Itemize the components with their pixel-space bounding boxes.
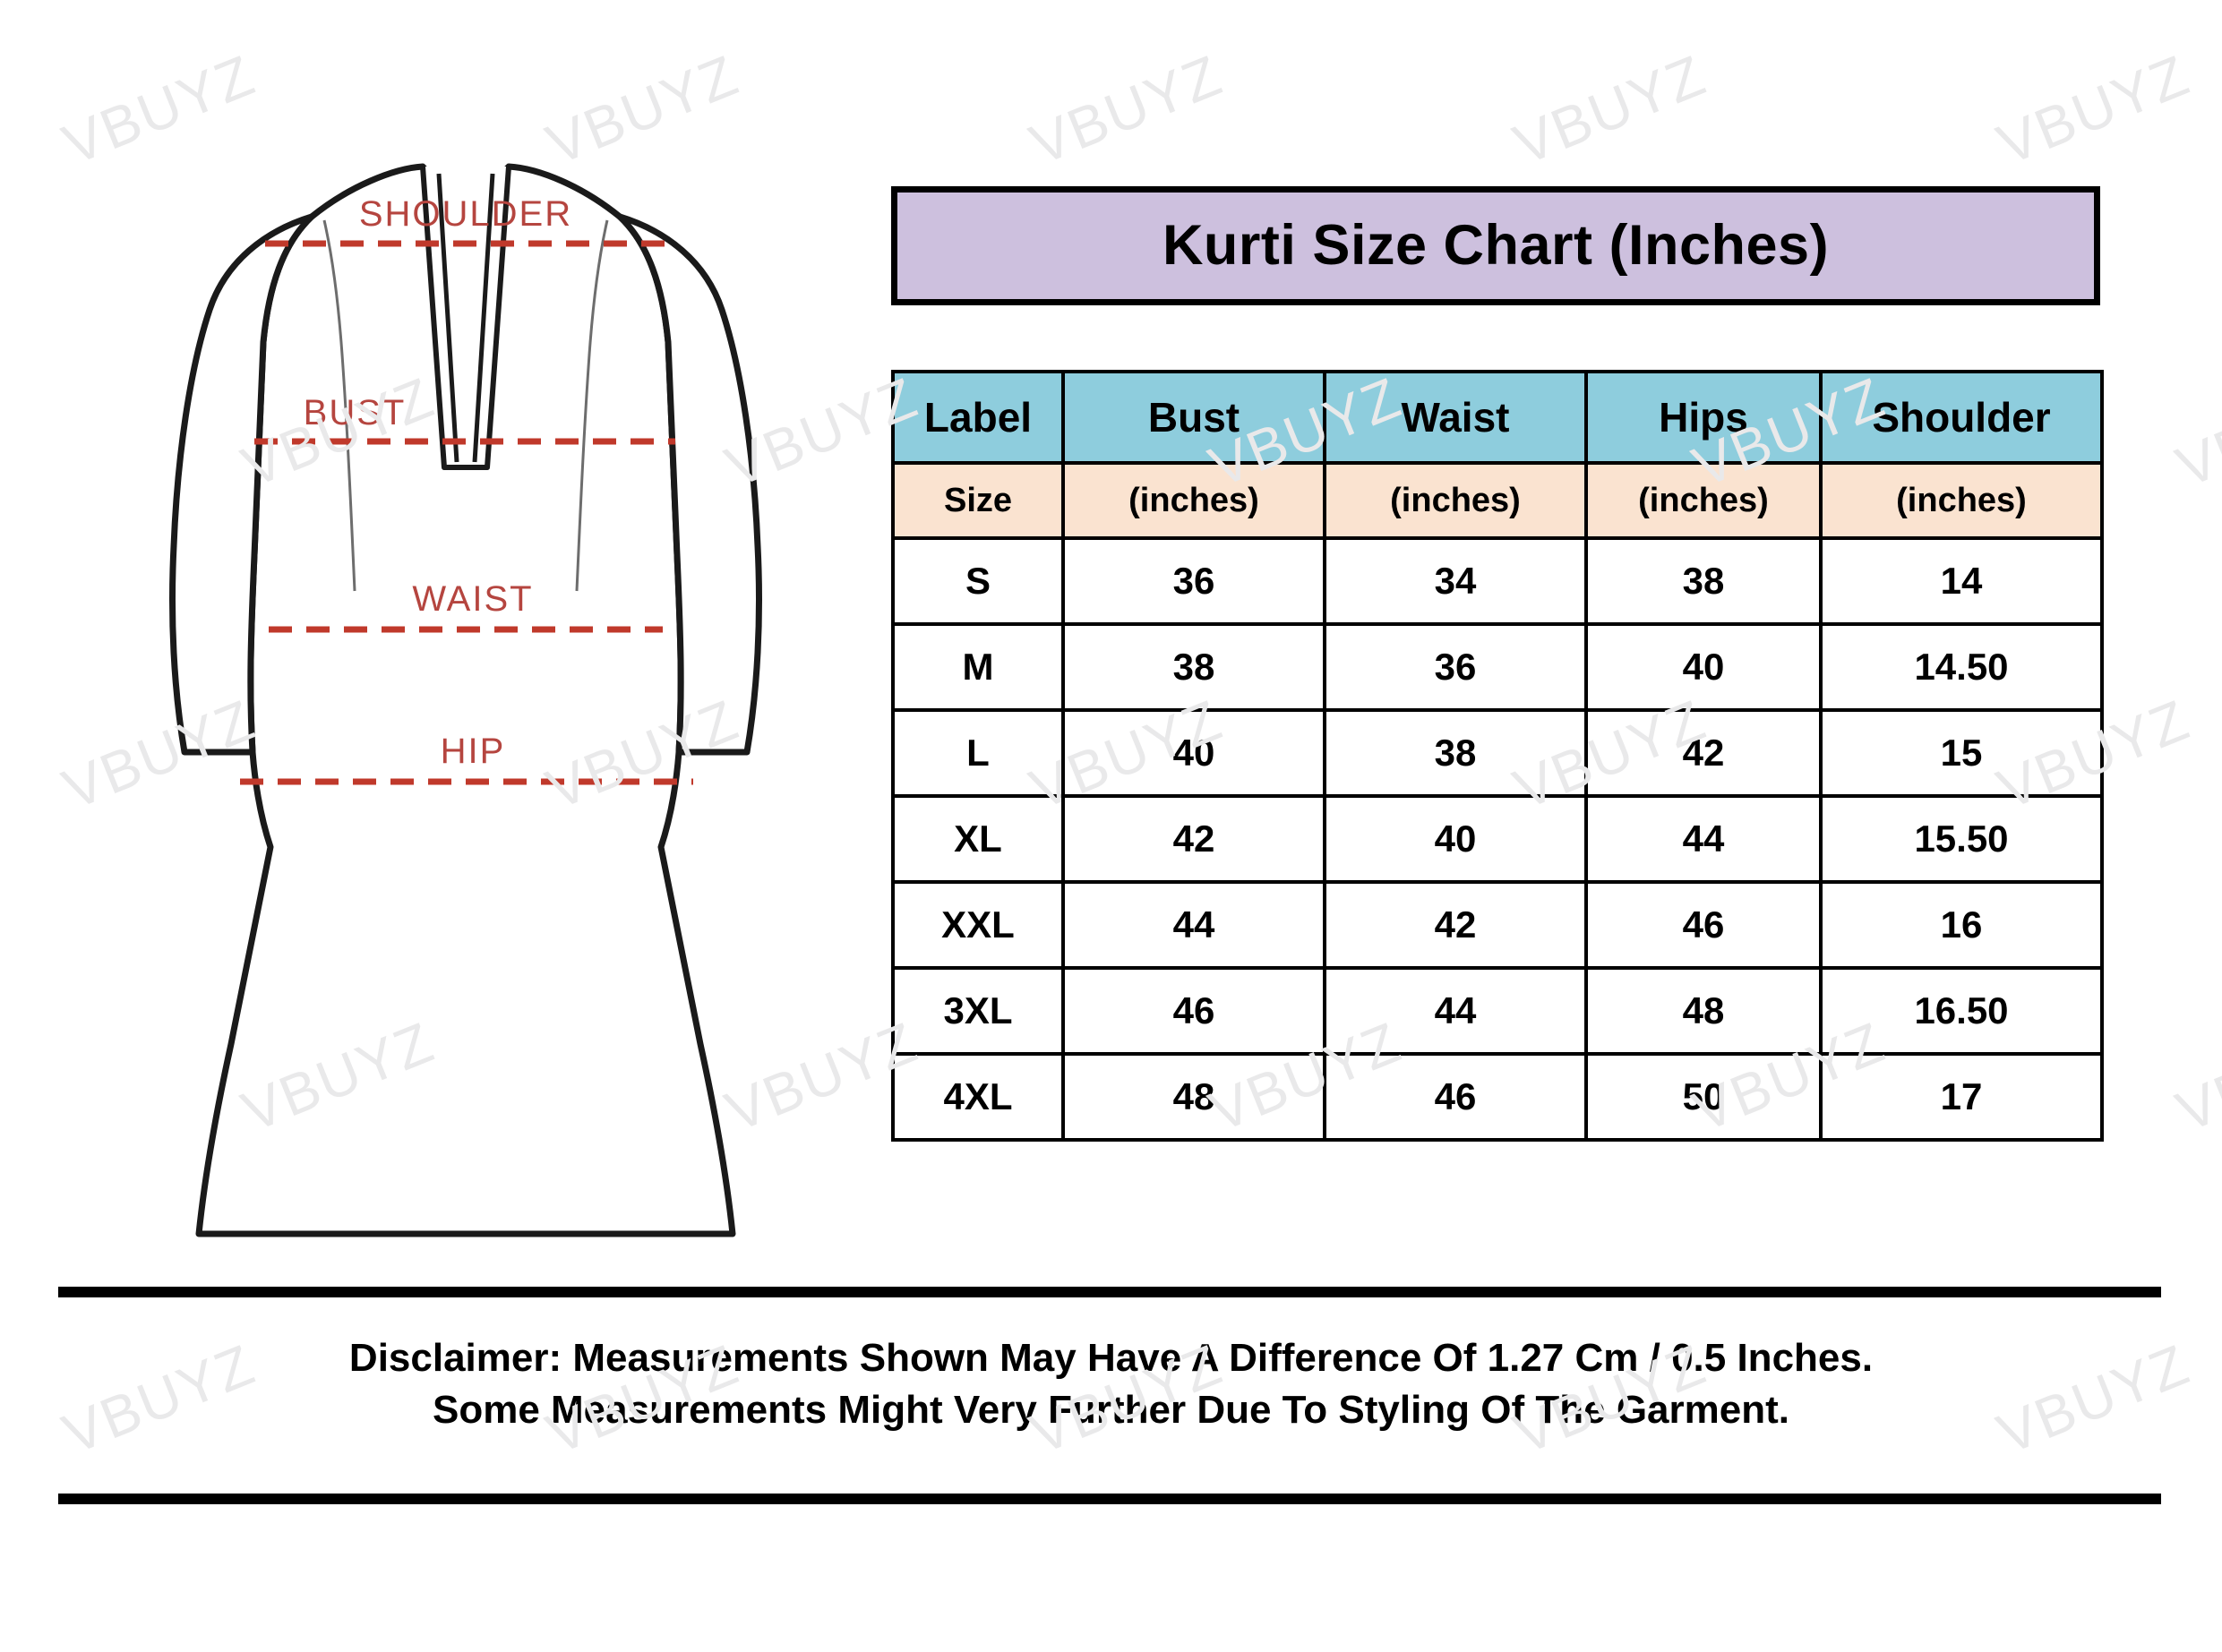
garment-illustration: SHOULDER BUST WAIST HIP [99, 134, 833, 1271]
table-header-row: Label Bust Waist Hips Shoulder [891, 370, 2104, 465]
table-row: 3XL 46 44 48 16.50 [891, 966, 2104, 1056]
cell-hips: 40 [1584, 622, 1823, 712]
kurti-technical-drawing-svg: SHOULDER BUST WAIST HIP [169, 163, 762, 1237]
hip-label: HIP [441, 732, 506, 771]
shoulder-label: SHOULDER [359, 194, 572, 234]
cell-bust: 38 [1061, 622, 1326, 712]
placket-inner-right [472, 173, 495, 463]
cell-hips: 42 [1584, 708, 1823, 798]
cell-shoulder: 16 [1819, 880, 2104, 970]
placket-inner-left [436, 173, 459, 463]
column-header-shoulder: Shoulder [1819, 370, 2104, 465]
cell-waist: 42 [1323, 880, 1588, 970]
column-header-label: Label [891, 370, 1065, 465]
cell-shoulder: 15 [1819, 708, 2104, 798]
unit-cell-size: Size [891, 461, 1065, 540]
cell-shoulder: 14 [1819, 536, 2104, 626]
right-sleeve [616, 213, 762, 756]
page-title: Kurti Size Chart (Inches) [1162, 214, 1830, 277]
table-row: XL 42 40 44 15.50 [891, 794, 2104, 884]
cell-size: XXL [891, 880, 1065, 970]
table-unit-row: Size (inches) (inches) (inches) (inches) [891, 461, 2104, 540]
cell-size: L [891, 708, 1065, 798]
table-row: XXL 44 42 46 16 [891, 880, 2104, 970]
unit-cell-bust: (inches) [1061, 461, 1326, 540]
unit-cell-waist: (inches) [1323, 461, 1588, 540]
cell-waist: 38 [1323, 708, 1588, 798]
cell-hips: 46 [1584, 880, 1823, 970]
bust-label: BUST [304, 393, 407, 432]
column-header-bust: Bust [1061, 370, 1326, 465]
cell-shoulder: 14.50 [1819, 622, 2104, 712]
divider-bottom [58, 1494, 2161, 1504]
cell-hips: 38 [1584, 536, 1823, 626]
table-row: 4XL 48 46 50 17 [891, 1052, 2104, 1142]
cell-bust: 48 [1061, 1052, 1326, 1142]
cell-bust: 36 [1061, 536, 1326, 626]
cell-size: 4XL [891, 1052, 1065, 1142]
cell-shoulder: 15.50 [1819, 794, 2104, 884]
cell-bust: 40 [1061, 708, 1326, 798]
cell-bust: 44 [1061, 880, 1326, 970]
unit-cell-hips: (inches) [1584, 461, 1823, 540]
cell-hips: 48 [1584, 966, 1823, 1056]
cell-waist: 40 [1323, 794, 1588, 884]
cell-bust: 46 [1061, 966, 1326, 1056]
size-table: Label Bust Waist Hips Shoulder Size (inc… [891, 370, 2104, 1142]
divider-top [58, 1287, 2161, 1297]
cell-waist: 46 [1323, 1052, 1588, 1142]
column-header-hips: Hips [1584, 370, 1823, 465]
unit-cell-shoulder: (inches) [1819, 461, 2104, 540]
column-header-waist: Waist [1323, 370, 1588, 465]
cell-bust: 42 [1061, 794, 1326, 884]
cell-waist: 36 [1323, 622, 1588, 712]
disclaimer-line-1: Disclaimer: Measurements Shown May Have … [348, 1336, 1874, 1380]
left-shoulder-seam [322, 219, 356, 592]
cell-shoulder: 17 [1819, 1052, 2104, 1142]
table-row: S 36 34 38 14 [891, 536, 2104, 626]
chart-title-banner: Kurti Size Chart (Inches) [891, 186, 2100, 305]
cell-size: XL [891, 794, 1065, 884]
cell-size: 3XL [891, 966, 1065, 1056]
left-sleeve [169, 213, 315, 756]
table-row: L 40 38 42 15 [891, 708, 2104, 798]
size-table-container: Label Bust Waist Hips Shoulder Size (inc… [891, 370, 2104, 1142]
cell-hips: 50 [1584, 1052, 1823, 1142]
right-shoulder-seam [575, 219, 609, 592]
cell-hips: 44 [1584, 794, 1823, 884]
table-row: M 38 36 40 14.50 [891, 622, 2104, 712]
disclaimer-line-2: Some Measurements Might Very Further Due… [432, 1388, 1789, 1433]
disclaimer-text: Disclaimer: Measurements Shown May Have … [0, 1332, 2222, 1436]
cell-shoulder: 16.50 [1819, 966, 2104, 1056]
cell-waist: 34 [1323, 536, 1588, 626]
cell-size: M [891, 622, 1065, 712]
cell-waist: 44 [1323, 966, 1588, 1056]
cell-size: S [891, 536, 1065, 626]
waist-label: WAIST [412, 579, 533, 619]
